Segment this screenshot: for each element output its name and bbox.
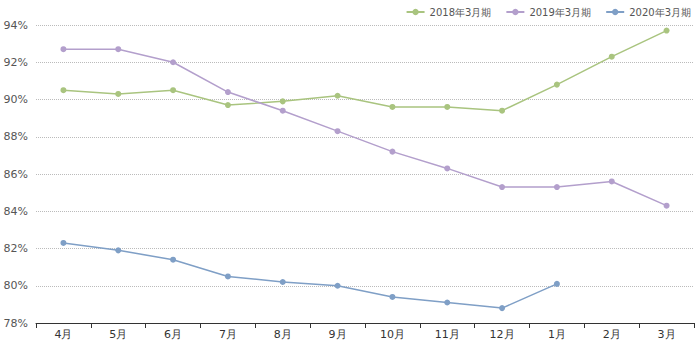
svg-text:4月: 4月: [54, 328, 72, 341]
svg-text:11月: 11月: [435, 328, 460, 341]
svg-text:2019年3月期: 2019年3月期: [529, 7, 591, 18]
svg-text:12月: 12月: [490, 328, 515, 341]
svg-text:3月: 3月: [658, 328, 676, 341]
svg-text:2月: 2月: [603, 328, 621, 341]
svg-text:6月: 6月: [164, 328, 182, 341]
svg-text:92%: 92%: [4, 56, 28, 69]
svg-text:94%: 94%: [4, 19, 28, 32]
svg-text:78%: 78%: [4, 317, 28, 330]
svg-text:5月: 5月: [109, 328, 127, 341]
svg-text:84%: 84%: [4, 205, 28, 218]
svg-text:80%: 80%: [4, 279, 28, 292]
svg-text:1月: 1月: [548, 328, 566, 341]
svg-text:88%: 88%: [4, 130, 28, 143]
svg-text:86%: 86%: [4, 168, 28, 181]
svg-text:2020年3月期: 2020年3月期: [629, 7, 691, 18]
svg-text:8月: 8月: [274, 328, 292, 341]
svg-text:10月: 10月: [380, 328, 405, 341]
svg-text:7月: 7月: [219, 328, 237, 341]
svg-text:82%: 82%: [4, 242, 28, 255]
svg-text:90%: 90%: [4, 93, 28, 106]
svg-text:9月: 9月: [329, 328, 347, 341]
svg-text:2018年3月期: 2018年3月期: [430, 7, 492, 18]
